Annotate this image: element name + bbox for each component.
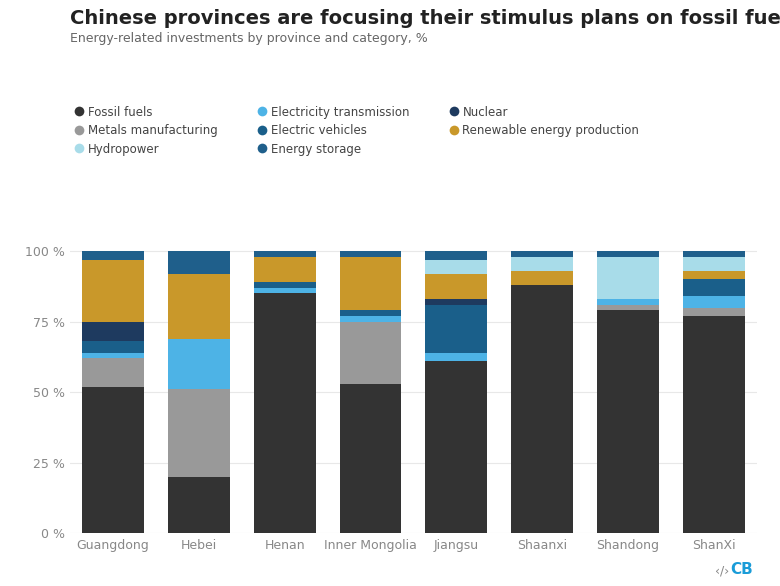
Bar bbox=[82, 251, 144, 260]
Bar bbox=[168, 251, 230, 274]
Bar bbox=[682, 308, 745, 316]
Bar bbox=[511, 251, 573, 257]
Bar bbox=[425, 299, 488, 305]
Bar bbox=[425, 274, 488, 299]
Bar bbox=[597, 305, 659, 311]
Bar bbox=[682, 316, 745, 533]
Bar bbox=[82, 322, 144, 342]
Bar bbox=[425, 260, 488, 274]
Bar bbox=[254, 251, 316, 257]
Bar bbox=[82, 342, 144, 353]
Bar bbox=[597, 257, 659, 299]
Bar bbox=[425, 305, 488, 353]
Bar bbox=[82, 260, 144, 322]
Bar bbox=[682, 271, 745, 280]
Bar bbox=[82, 353, 144, 358]
Bar bbox=[168, 477, 230, 533]
Bar bbox=[254, 257, 316, 282]
Bar bbox=[254, 288, 316, 294]
Text: Chinese provinces are focusing their stimulus plans on fossil fuels: Chinese provinces are focusing their sti… bbox=[70, 9, 780, 28]
Bar bbox=[168, 274, 230, 339]
Bar bbox=[254, 294, 316, 533]
Bar bbox=[339, 257, 402, 311]
Legend: Fossil fuels, Metals manufacturing, Hydropower, Electricity transmission, Electr: Fossil fuels, Metals manufacturing, Hydr… bbox=[76, 106, 640, 156]
Bar bbox=[511, 271, 573, 285]
Text: Energy-related investments by province and category, %: Energy-related investments by province a… bbox=[70, 32, 428, 45]
Bar bbox=[82, 358, 144, 387]
Bar bbox=[168, 339, 230, 389]
Bar bbox=[339, 316, 402, 322]
Bar bbox=[597, 299, 659, 305]
Bar bbox=[682, 251, 745, 257]
Bar bbox=[511, 285, 573, 533]
Bar bbox=[597, 311, 659, 533]
Bar bbox=[597, 251, 659, 257]
Bar bbox=[682, 297, 745, 308]
Bar bbox=[339, 251, 402, 257]
Bar bbox=[425, 353, 488, 361]
Bar bbox=[511, 257, 573, 271]
Bar bbox=[682, 280, 745, 297]
Bar bbox=[168, 389, 230, 477]
Bar bbox=[682, 257, 745, 271]
Bar bbox=[339, 322, 402, 384]
Bar bbox=[339, 384, 402, 533]
Bar bbox=[425, 361, 488, 533]
Bar bbox=[254, 282, 316, 288]
Bar bbox=[339, 311, 402, 316]
Text: ‹/›: ‹/› bbox=[715, 564, 729, 577]
Bar bbox=[82, 387, 144, 533]
Bar bbox=[425, 251, 488, 260]
Text: CB: CB bbox=[730, 562, 753, 577]
